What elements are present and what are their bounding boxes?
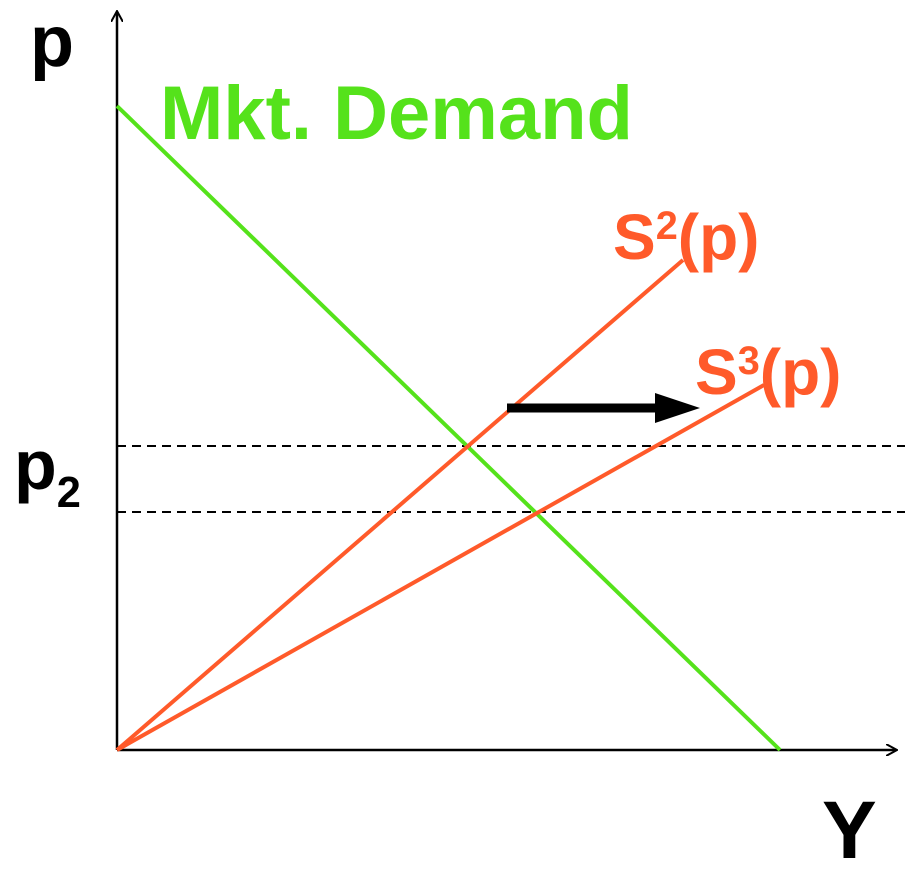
supply2-label-tail: (p) <box>677 201 760 273</box>
supply3-label-base: S <box>695 336 738 408</box>
price-label-p2-main: p <box>14 426 57 504</box>
demand-label: Mkt. Demand <box>160 71 633 156</box>
shift-arrow-head <box>655 393 700 423</box>
supply-curve-s3 <box>116 383 765 752</box>
supply2-label: S2(p) <box>613 205 759 269</box>
supply3-label: S3(p) <box>695 340 841 404</box>
supply3-label-superscript: 3 <box>737 339 760 384</box>
supply-curve-s2 <box>115 258 685 752</box>
supply2-label-base: S <box>613 201 656 273</box>
supply3-label-tail: (p) <box>759 336 842 408</box>
supply2-label-superscript: 2 <box>655 204 678 249</box>
y-axis-label: p <box>30 2 74 82</box>
price-label-p2: p2 <box>14 430 81 515</box>
demand-curve <box>115 104 782 752</box>
x-axis-label: Y <box>822 785 877 876</box>
price-label-p2-subscript: 2 <box>56 469 81 518</box>
